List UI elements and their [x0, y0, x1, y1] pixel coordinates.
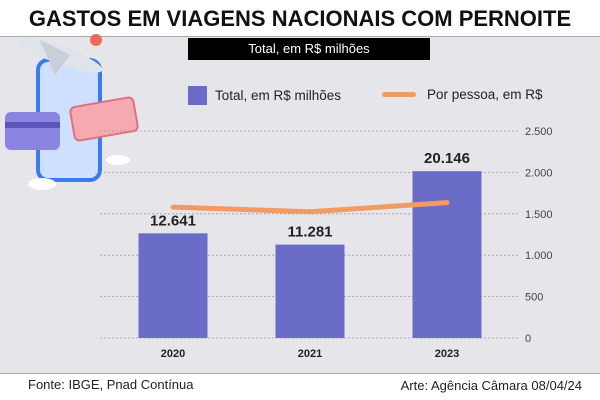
y-tick-label: 1.500	[525, 209, 553, 221]
bar-value-label: 12.641	[150, 212, 196, 229]
x-tick-label: 2020	[161, 348, 185, 360]
legend-label-bars: Total, em R$ milhões	[215, 88, 342, 103]
source-note: Fonte: IBGE, Pnad Contínua	[28, 377, 194, 392]
chart-title: GASTOS EM VIAGENS NACIONAIS COM PERNOITE	[28, 6, 572, 31]
x-tick-label: 2021	[298, 348, 322, 360]
per-person-line	[170, 200, 450, 215]
chart-subtitle: Total, em R$ milhões	[188, 38, 430, 60]
legend-label-line: Por pessoa, em R$	[427, 86, 543, 102]
credit-note: Arte: Agência Câmara 08/04/24	[400, 378, 582, 393]
legend-item-bars: Total, em R$ milhões	[188, 86, 341, 105]
y-tick-label: 2.500	[525, 126, 553, 138]
bar	[275, 244, 345, 338]
bar-value-label: 11.281	[287, 224, 332, 241]
bar	[412, 171, 482, 338]
y-tick-label: 1.000	[525, 250, 553, 262]
bar-value-label: 20.146	[424, 150, 470, 167]
y-tick-label: 500	[525, 292, 543, 304]
legend-swatch-line	[382, 91, 416, 97]
legend-item-line: Por pessoa, em R$	[382, 86, 543, 102]
y-tick-label: 2.000	[525, 167, 553, 179]
legend-swatch-bar	[188, 86, 207, 105]
bar	[138, 233, 208, 338]
airplane-phone-card-tickets-icon	[5, 34, 139, 190]
x-tick-label: 2023	[435, 348, 459, 360]
y-tick-label: 0	[525, 333, 531, 345]
